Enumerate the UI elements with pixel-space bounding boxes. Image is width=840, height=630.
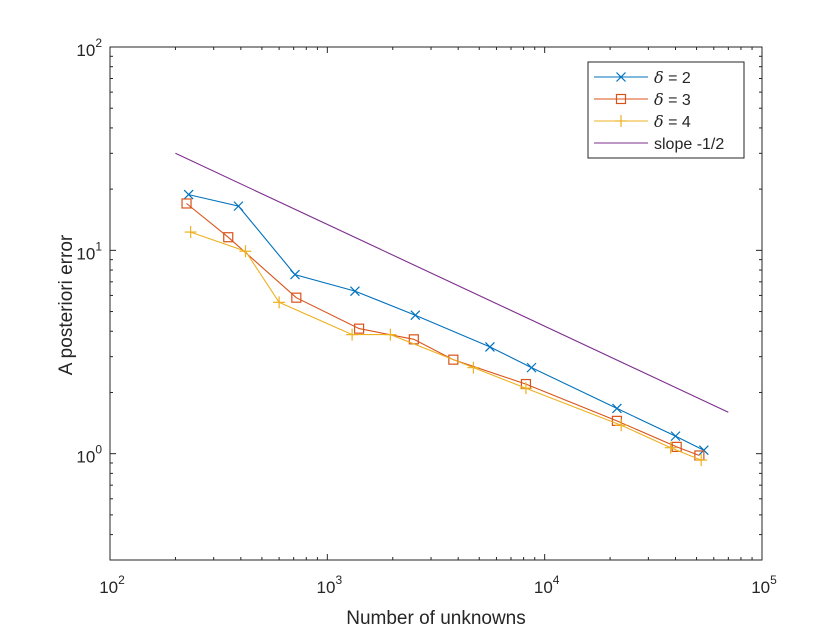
x-marker-stroke [670, 431, 681, 442]
y-tick-label: 101 [76, 239, 102, 263]
data-point [384, 328, 397, 341]
tick-exponent: 5 [770, 573, 777, 587]
square-marker [353, 323, 365, 334]
data-point [670, 431, 681, 442]
data-point [290, 269, 300, 280]
legend-symbol: δ [654, 68, 664, 87]
tick-base: 10 [76, 448, 95, 467]
series-1 [183, 189, 709, 456]
legend-label: slope -1/2 [654, 136, 724, 153]
x-marker-stroke [526, 362, 537, 373]
x-marker-stroke [410, 310, 421, 321]
series-4 [175, 152, 729, 413]
x-tick-label: 104 [534, 573, 560, 597]
data-point [346, 328, 359, 341]
data-point [233, 201, 244, 212]
legend-entry: slope -1/2 [594, 136, 724, 153]
tick-base: 10 [751, 578, 770, 597]
x-marker-stroke [485, 341, 495, 352]
series-line [175, 152, 729, 413]
data-point [183, 189, 194, 200]
data-point [611, 403, 622, 414]
tick-base: 10 [99, 578, 118, 597]
square-marker [291, 292, 302, 303]
legend-entry: δ = 3 [594, 90, 691, 109]
tick-exponent: 2 [95, 36, 102, 50]
legend-label: δ = 3 [654, 90, 691, 109]
square-marker [181, 198, 192, 209]
y-tick-label: 100 [76, 443, 102, 467]
x-marker-stroke [616, 72, 626, 82]
series-3 [184, 226, 708, 467]
legend-text: = 2 [664, 70, 691, 87]
legend-label: δ = 2 [654, 68, 691, 87]
legend-box [587, 61, 745, 159]
data-point [671, 441, 682, 452]
legend-text: = 4 [664, 114, 691, 131]
tick-exponent: 4 [553, 573, 560, 587]
data-point [695, 454, 708, 467]
data-point [184, 226, 197, 239]
legend-entry: δ = 2 [594, 68, 691, 87]
series-line [190, 231, 702, 461]
x-tick-label: 102 [99, 573, 125, 597]
data-point [410, 310, 421, 321]
legend-symbol: δ [654, 90, 664, 109]
legend-swatch-marker [616, 72, 626, 82]
series-line [186, 203, 700, 457]
plot-series [175, 152, 729, 467]
data-point [664, 441, 677, 454]
x-marker-stroke [183, 189, 194, 200]
tick-exponent: 0 [95, 443, 102, 457]
tick-exponent: 2 [118, 573, 125, 587]
square-marker [615, 93, 627, 105]
data-point [273, 296, 286, 309]
tick-base: 10 [534, 578, 553, 597]
data-point [615, 419, 628, 432]
x-axis-label: Number of unknowns [346, 608, 526, 629]
legend-swatch-marker [615, 115, 627, 127]
x-tick-label: 103 [317, 573, 343, 597]
data-point [223, 232, 234, 243]
x-marker-stroke [350, 286, 360, 297]
data-point [239, 245, 252, 258]
data-point [467, 361, 480, 374]
tick-exponent: 1 [95, 239, 102, 253]
data-point [448, 354, 459, 365]
y-tick-label: 102 [76, 36, 102, 60]
data-point [519, 382, 532, 395]
data-point [485, 341, 495, 352]
y-axis-label: A posteriori error [56, 234, 77, 375]
data-point [181, 198, 192, 209]
x-marker-stroke [698, 445, 709, 456]
series-line [188, 194, 705, 451]
x-marker-stroke [290, 269, 300, 280]
legend-text: slope -1/2 [654, 136, 724, 153]
x-marker-stroke [611, 403, 622, 414]
tick-base: 10 [76, 244, 95, 263]
tick-base: 10 [317, 578, 336, 597]
square-marker [671, 441, 682, 452]
legend-label: δ = 4 [654, 112, 691, 131]
legend-swatch-marker [615, 93, 627, 105]
data-point [353, 323, 365, 334]
data-point [526, 362, 537, 373]
legend-symbol: δ [654, 112, 664, 131]
tick-exponent: 3 [335, 573, 342, 587]
data-point [698, 445, 709, 456]
data-point [350, 286, 360, 297]
data-point [291, 292, 302, 303]
x-tick-label: 105 [751, 573, 777, 597]
legend-entry: δ = 4 [594, 112, 691, 131]
square-marker [448, 354, 459, 365]
tick-base: 10 [76, 41, 95, 60]
legend-text: = 3 [664, 92, 691, 109]
square-marker [223, 232, 234, 243]
x-marker-stroke [233, 201, 244, 212]
